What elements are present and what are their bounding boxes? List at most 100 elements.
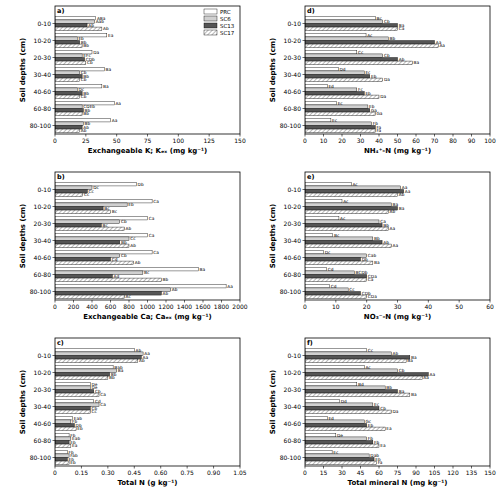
bar-label: Cb [384,19,390,24]
bar [55,186,92,190]
bar-label: Ba [374,260,380,265]
x-tick-label: 0 [53,137,57,144]
bar [55,356,141,360]
x-axis-label: Total mineral N (mg kg⁻¹) [348,479,448,487]
legend-swatch [204,16,217,21]
bar [305,129,375,133]
bar [305,393,410,397]
panel: DbDcCcCcCaEbBcBcCaCbBcAbCaCcBbAbCaCbCdAb… [19,172,248,321]
bar [55,458,67,462]
x-tick-label: 1400 [177,303,192,310]
bar-label: Bb [386,385,392,390]
x-tick-label: 80 [449,137,457,144]
y-axis-label: Soil depths (cm) [269,38,277,103]
bar [55,258,111,262]
category-label: 60-80 [284,105,302,112]
panel: AcAaAaAbAcBaBaAbAcCaBbAaBcBbAbAaDcCabDbB… [269,172,494,321]
category-label: 40-60 [284,420,302,427]
bar-label: Ac [340,216,346,221]
bar-label: Cb [81,77,87,82]
bar-label: Ba [200,267,206,272]
bar-label: Aa [439,43,445,48]
bar-labels: AbAaAaAbBabBaBbBbDeDeCbCaCdCaCbCcEabFbDb… [69,348,151,466]
bar [305,250,324,254]
bar [55,61,86,65]
category-label: 60-80 [34,271,52,278]
category-label: 80-100 [280,454,301,461]
bar-label: Ad [114,274,120,279]
bar-label: De [337,433,343,438]
x-axis-label: Total N (g kg⁻¹) [117,479,177,487]
category-label: 80-100 [280,288,301,295]
bar [305,407,379,411]
category-label: 0-10 [37,186,51,193]
bar [305,373,428,377]
x-tick-label: 0 [53,469,57,476]
bar-label: Db [362,257,368,262]
bar [305,182,351,186]
bar [305,216,339,220]
category-label: 0-10 [287,186,301,193]
bar-label: Eb [77,426,83,431]
bar [305,244,391,248]
bar [305,267,327,271]
bar-label: Bb [163,277,169,282]
y-axis-label: Soil depths (cm) [19,204,27,269]
bar-label: Da [384,77,390,82]
bar-label: Ba [393,202,399,207]
bar [55,373,110,377]
bar [55,295,124,299]
bar [305,450,332,454]
bar [305,50,357,54]
bar [55,275,112,279]
category-label: 30-40 [284,71,302,78]
x-tick-label: 10 [332,303,340,310]
x-axis-label: Exchangeable Ca; Caₑₓ (mg kg⁻¹) [83,313,211,321]
bar-label: Bb [374,236,380,241]
x-tick-label: 30 [338,469,346,476]
bar [305,359,406,363]
category-label: 60-80 [284,271,302,278]
bar-label: Ea [108,33,114,38]
x-tick-label: 0.60 [154,469,168,476]
bar [305,288,348,292]
bar-label: Cab [368,253,377,258]
bar [305,390,398,394]
x-tick-label: 200 [68,303,80,310]
bar-label: Fa [377,128,382,133]
bar-label: Ab [383,240,389,245]
x-tick-label: 40 [425,303,433,310]
bar [305,105,368,109]
category-label: 0-10 [287,352,301,359]
bar-label: Ab [389,209,395,214]
bar-label: Dc [93,185,99,190]
bar-labels: DbDcCcCcCaEbBcBcCaCbBcAbCaCcBbAbCaCbCdAb… [84,182,233,300]
bar-label: Bc [334,233,340,238]
bar-label: Ba [399,206,405,211]
category-label: 80-100 [30,288,51,295]
bar [305,101,336,105]
bar [305,416,327,420]
x-tick-label: 400 [86,303,98,310]
x-tick-label: 1.05 [233,469,247,476]
bar-label: Aa [393,243,399,248]
bar [305,382,357,386]
bar-labels: CcAbBaBaAcCbAaAaBdBbBaBaDdEcCbDaEdGcEbEa… [328,348,435,466]
x-tick-label: 40 [375,137,383,144]
bar [55,95,80,99]
bar-label: Cb [81,94,87,99]
bar [305,461,377,465]
x-tick-label: 0 [303,137,307,144]
bar-label: Ab [399,57,405,62]
bar [305,224,382,228]
bar-label: Fa [378,460,383,465]
bar-label: Bc [104,206,110,211]
bar [305,193,398,197]
category-label: 30-40 [284,403,302,410]
bar-label: Cb [399,368,405,373]
bar [55,237,129,241]
bar [55,359,138,363]
x-tick-label: 50 [113,137,121,144]
x-tick-label: 1600 [195,303,210,310]
bar-label: Ba [414,60,420,65]
